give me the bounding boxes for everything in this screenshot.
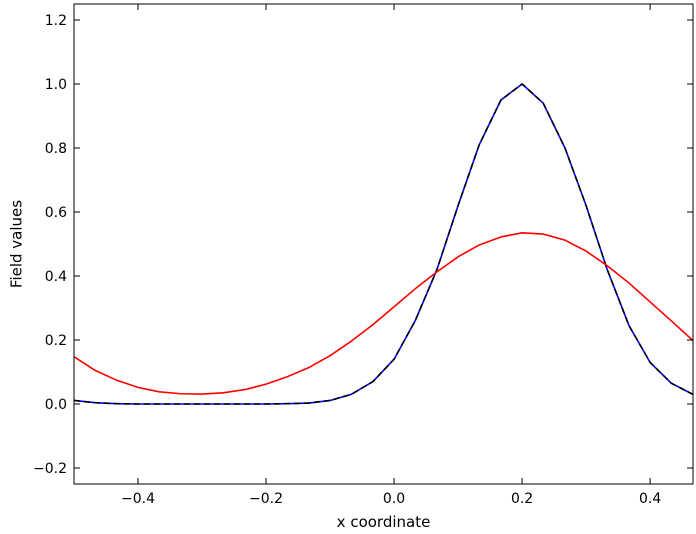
x-tick-label: −0.4 <box>121 491 155 507</box>
y-tick-label: 0.8 <box>45 141 67 157</box>
y-tick-label: 1.0 <box>45 77 67 93</box>
plot-frame <box>73 3 694 485</box>
x-axis-label: x coordinate <box>337 513 431 531</box>
y-axis-label: Field values <box>7 200 25 288</box>
series-layer <box>74 83 693 405</box>
y-tick-label: 0.6 <box>45 205 67 221</box>
ticks-layer: −0.4 −0.2 0.0 0.2 0.4 −0.2 0.0 0.2 0.4 0.6 0.8 1.0 1… <box>33 4 693 507</box>
y-tick-label: 1.2 <box>45 13 67 29</box>
x-tick-label: −0.2 <box>249 491 283 507</box>
series-line-2 <box>74 232 693 395</box>
y-tick-label: 0.2 <box>45 333 67 349</box>
y-tick-label: 0.4 <box>45 269 67 285</box>
x-tick-label: 0.4 <box>639 491 661 507</box>
x-tick-label: 0.0 <box>383 491 405 507</box>
x-tick-label: 0.2 <box>511 491 533 507</box>
y-tick-label: 0.0 <box>45 397 67 413</box>
series-line-1 <box>74 83 693 405</box>
series-line-0 <box>74 83 693 405</box>
y-tick-label: −0.2 <box>33 461 67 477</box>
